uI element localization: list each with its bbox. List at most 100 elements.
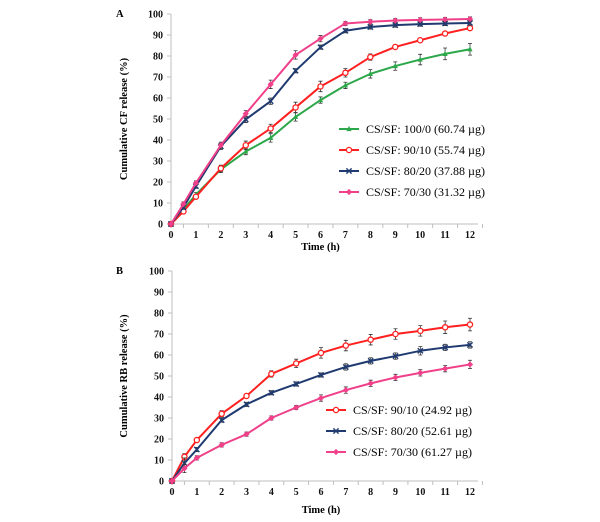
y-tick-label: 20 <box>154 435 164 446</box>
y-tick-label: 90 <box>153 31 163 42</box>
legend-label: CS/SF: 100/0 (60.74 µg) <box>366 122 485 136</box>
series-0 <box>168 317 474 485</box>
y-tick-label: 50 <box>154 372 164 383</box>
x-tick-label: 12 <box>465 487 475 498</box>
legend-entry: CS/SF: 80/20 (37.88 µg) <box>339 164 485 178</box>
data-point <box>267 125 274 132</box>
data-point <box>218 441 225 448</box>
x-tick-label: 5 <box>293 230 298 241</box>
data-point <box>442 365 449 372</box>
legend-marker <box>332 406 340 414</box>
data-point <box>466 341 474 349</box>
x-tick-label: 10 <box>415 487 425 498</box>
legend-entry: CS/SF: 90/10 (55.74 µg) <box>339 143 485 157</box>
data-point <box>243 431 250 438</box>
x-tick-label: 11 <box>440 487 449 498</box>
legend-marker <box>345 146 353 154</box>
x-tick-label: 0 <box>170 487 175 498</box>
x-tick-label: 8 <box>368 230 373 241</box>
data-point <box>417 347 424 354</box>
series-1 <box>168 341 474 485</box>
legend-entry: CS/SF: 90/10 (24.92 µg) <box>326 403 472 417</box>
data-point <box>167 220 175 228</box>
y-tick-label: 0 <box>159 477 164 488</box>
data-point <box>268 389 275 396</box>
data-point <box>417 369 424 376</box>
legend-entry: CS/SF: 70/30 (61.27 µg) <box>326 445 472 459</box>
x-tick-label: 7 <box>343 230 348 241</box>
data-point <box>193 436 201 444</box>
data-point <box>342 342 350 349</box>
data-point <box>367 18 374 25</box>
data-point <box>192 193 200 200</box>
data-point <box>267 81 274 88</box>
data-point <box>292 104 299 111</box>
data-point <box>342 82 349 88</box>
data-point <box>317 371 325 379</box>
x-axis-title: Time (h) <box>301 242 340 253</box>
data-point <box>392 62 398 69</box>
x-tick-label: 7 <box>343 487 348 498</box>
y-tick-label: 70 <box>153 73 163 84</box>
y-tick-label: 80 <box>153 52 163 63</box>
data-point <box>292 113 299 119</box>
data-point <box>168 477 176 485</box>
data-point <box>342 386 349 394</box>
legend-marker <box>346 125 352 132</box>
data-point <box>392 374 399 381</box>
data-point <box>391 43 399 51</box>
data-point <box>180 200 187 208</box>
data-point <box>192 179 200 187</box>
data-point <box>392 17 399 24</box>
data-point <box>317 83 324 90</box>
data-point <box>293 404 300 411</box>
panel-label: B <box>116 266 123 277</box>
x-tick-label: 9 <box>393 230 398 241</box>
data-point <box>417 327 424 335</box>
data-point <box>392 352 399 360</box>
y-tick-label: 10 <box>153 199 163 210</box>
data-point <box>442 344 449 351</box>
data-point <box>416 37 424 44</box>
x-tick-label: 4 <box>269 487 274 498</box>
data-point <box>367 23 374 31</box>
y-tick-label: 40 <box>154 393 164 404</box>
data-point <box>267 98 274 105</box>
legend-label: CS/SF: 90/10 (24.92 µg) <box>353 403 472 417</box>
x-tick-label: 9 <box>393 487 398 498</box>
y-tick-label: 30 <box>154 414 164 425</box>
data-point <box>243 401 250 408</box>
data-point <box>317 349 325 357</box>
legend-entry: CS/SF: 70/30 (31.32 µg) <box>339 185 485 199</box>
y-tick-label: 10 <box>154 456 164 467</box>
x-tick-label: 3 <box>244 487 249 498</box>
y-tick-label: 80 <box>154 309 164 320</box>
data-point <box>442 50 448 56</box>
x-tick-label: 5 <box>294 487 299 498</box>
data-point <box>217 142 224 149</box>
x-tick-label: 1 <box>194 487 199 498</box>
series-line <box>171 323 471 482</box>
data-point <box>217 165 225 172</box>
data-point <box>243 148 249 154</box>
legend-label: CS/SF: 70/30 (31.32 µg) <box>366 185 485 199</box>
y-tick-label: 60 <box>153 94 163 105</box>
data-point <box>466 361 474 368</box>
data-point <box>367 53 374 61</box>
data-point <box>181 460 188 467</box>
series-line <box>171 363 471 482</box>
data-point <box>193 446 200 453</box>
y-tick-label: 20 <box>153 178 163 189</box>
data-point <box>342 363 349 371</box>
data-point <box>317 44 324 51</box>
data-point <box>193 454 200 461</box>
x-tick-label: 1 <box>193 230 198 241</box>
data-point <box>218 417 225 424</box>
legend-marker <box>345 188 353 196</box>
data-point <box>292 67 299 74</box>
legend-entry: CS/SF: 100/0 (60.74 µg) <box>339 122 485 136</box>
data-point <box>317 97 324 103</box>
data-point <box>292 51 299 59</box>
x-tick-label: 4 <box>268 230 273 241</box>
